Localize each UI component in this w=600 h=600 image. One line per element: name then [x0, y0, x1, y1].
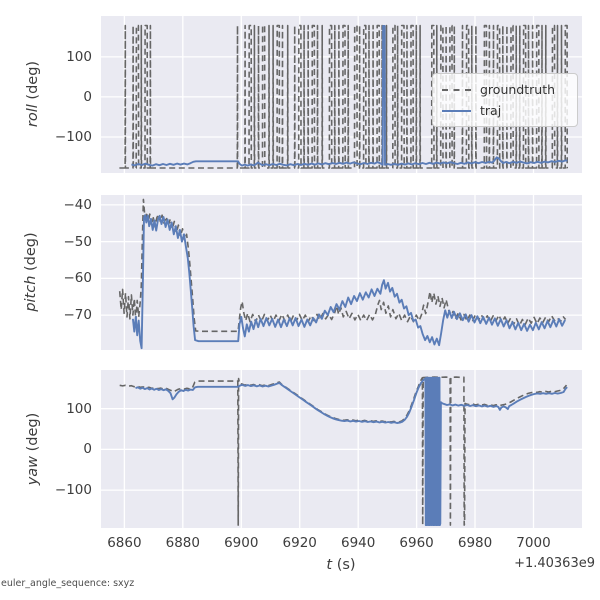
x-axis-offset-text: +1.40363e9 [514, 556, 595, 571]
traj-solid-line-sample [442, 109, 471, 112]
x-axis-label-unit: (s) [332, 557, 356, 573]
axes-pitch [101, 195, 582, 350]
roll-y-tick-label: 0 [83, 88, 92, 105]
x-tick-label: 6860 [107, 535, 142, 551]
x-tick-label: 6920 [282, 535, 317, 551]
x-tick-label: 6940 [340, 535, 376, 551]
pitch-traj-line [131, 214, 566, 350]
roll-groundtruth-line [119, 24, 568, 169]
yaw-groundtruth-line [119, 376, 568, 526]
yaw-axis-label-var: yaw [25, 455, 41, 486]
yaw-plot-area [101, 370, 582, 528]
pitch-groundtruth-line [118, 198, 567, 333]
roll-y-tick-label: −100 [54, 128, 92, 145]
roll-axis-label-var: roll [25, 104, 41, 128]
roll-y-tick-label: 100 [66, 48, 92, 65]
legend-item-traj: traj [442, 100, 568, 121]
yaw-y-tick-label: 100 [66, 400, 92, 417]
x-tick-label: 6980 [457, 535, 493, 551]
pitch-y-tick-label: −40 [63, 196, 93, 213]
groundtruth-dashed-line-sample [442, 88, 471, 91]
yaw-traj-line [135, 376, 568, 527]
x-tick-label: 7000 [516, 535, 551, 551]
pitch-y-tick-label: −70 [63, 307, 93, 324]
roll-traj-line [131, 25, 568, 167]
euler-angle-sequence-note: euler_angle_sequence: sxyz [1, 578, 135, 589]
legend-label-traj: traj [480, 103, 502, 118]
x-tick-label: 6900 [224, 535, 259, 551]
roll-plot-area [101, 16, 582, 173]
x-tick-label: 6960 [399, 535, 434, 551]
axes-yaw [101, 370, 582, 528]
pitch-y-tick-label: −60 [63, 270, 93, 287]
legend-item-groundtruth: groundtruth [442, 79, 568, 100]
legend-label-groundtruth: groundtruth [480, 82, 556, 97]
pitch-y-tick-label: −50 [63, 233, 93, 250]
pitch-plot-area [101, 195, 582, 350]
x-axis-label-var: t [326, 557, 333, 573]
legend[interactable]: groundtruth traj [432, 73, 578, 127]
x-tick-label: 6880 [165, 535, 200, 551]
yaw-y-tick-label: −100 [54, 482, 92, 499]
x-axis-label: t (s) [326, 557, 355, 573]
yaw-y-tick-label: 0 [83, 441, 92, 458]
